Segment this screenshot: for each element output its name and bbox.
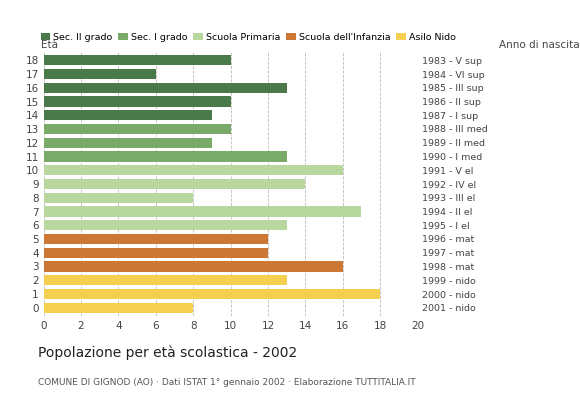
Text: Popolazione per età scolastica - 2002: Popolazione per età scolastica - 2002 xyxy=(38,346,297,360)
Text: Anno di nascita: Anno di nascita xyxy=(499,40,579,50)
Legend: Sec. II grado, Sec. I grado, Scuola Primaria, Scuola dell'Infanzia, Asilo Nido: Sec. II grado, Sec. I grado, Scuola Prim… xyxy=(41,33,456,42)
Bar xyxy=(44,165,343,176)
Bar xyxy=(44,110,212,120)
Bar xyxy=(44,82,287,93)
Bar xyxy=(44,220,287,230)
Bar xyxy=(44,275,287,286)
Bar xyxy=(44,55,230,66)
Text: Età: Età xyxy=(41,40,57,50)
Bar xyxy=(44,289,380,299)
Bar xyxy=(44,69,155,79)
Bar xyxy=(44,124,230,134)
Bar xyxy=(44,96,230,107)
Bar xyxy=(44,234,268,244)
Bar xyxy=(44,138,212,148)
Bar xyxy=(44,192,193,203)
Bar xyxy=(44,151,287,162)
Bar xyxy=(44,179,305,189)
Bar xyxy=(44,206,361,217)
Bar xyxy=(44,248,268,258)
Text: COMUNE DI GIGNOD (AO) · Dati ISTAT 1° gennaio 2002 · Elaborazione TUTTITALIA.IT: COMUNE DI GIGNOD (AO) · Dati ISTAT 1° ge… xyxy=(38,378,415,387)
Bar xyxy=(44,302,193,313)
Bar xyxy=(44,261,343,272)
